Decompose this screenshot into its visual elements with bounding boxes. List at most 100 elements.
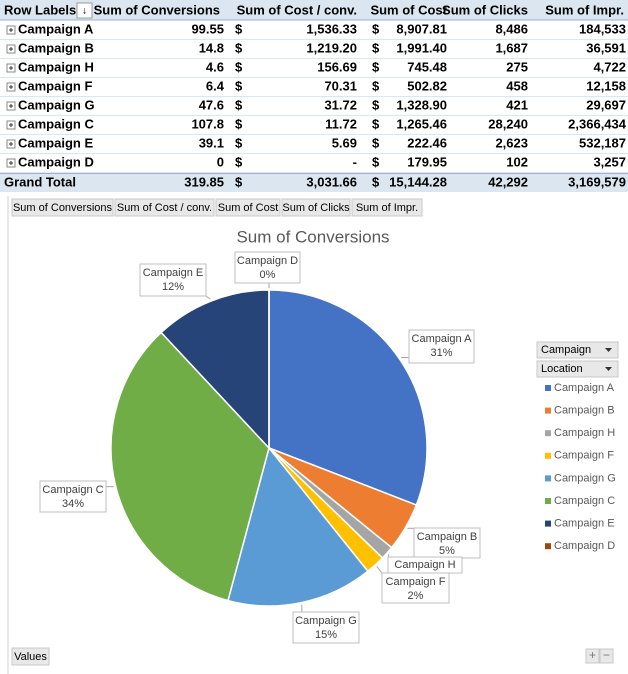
currency: $ [372, 174, 380, 189]
legend-field-label: Location [541, 363, 583, 375]
field-button-label: Sum of Cost / conv. [117, 202, 212, 214]
data-label-box [413, 527, 481, 559]
cell-value: 184,533 [579, 21, 626, 36]
data-label-box [381, 572, 450, 604]
cell-value: 99.55 [191, 21, 224, 36]
dropdown-arrow[interactable] [605, 348, 612, 352]
cell-value: 12,158 [586, 78, 626, 93]
currency: $ [372, 97, 380, 112]
cell-value: 107.8 [191, 116, 224, 131]
cell-value: 8,907.81 [396, 21, 447, 36]
zoom-label: + [589, 648, 596, 662]
currency: $ [372, 135, 380, 150]
currency: $ [372, 21, 380, 36]
field-button-label: Sum of Conversions [13, 202, 113, 214]
data-label-name: Campaign A [412, 333, 473, 345]
cell-value: 421 [506, 97, 528, 112]
field-button[interactable] [114, 198, 215, 217]
pie-slice [227, 446, 369, 607]
currency: $ [235, 59, 243, 74]
legend-field-button[interactable] [536, 341, 619, 359]
legend-swatch [545, 475, 551, 482]
currency: $ [235, 135, 243, 150]
data-label-value: 15% [315, 629, 337, 641]
cell-value: 6.4 [206, 78, 225, 93]
pie-slice [160, 289, 270, 450]
filter-button[interactable] [76, 2, 93, 19]
cell-value: 3,257 [593, 154, 626, 169]
zoom-label: − [603, 648, 610, 662]
column-header: Sum of Clicks [442, 2, 528, 17]
cell-value: 3,031.66 [306, 174, 357, 189]
row-label: Campaign F [18, 78, 92, 93]
row-label: Campaign E [18, 135, 93, 150]
column-header: Sum of Cost / conv. [237, 2, 357, 17]
legend-label: Campaign C [554, 495, 615, 507]
data-label-box [39, 480, 107, 513]
cell-value: 28,240 [488, 116, 528, 131]
cell-value: 1,536.33 [306, 21, 357, 36]
legend-swatch [545, 520, 551, 527]
field-button[interactable] [351, 198, 423, 217]
field-button[interactable] [281, 198, 351, 217]
cell-value: 458 [506, 78, 528, 93]
data-label-value: 34% [62, 498, 84, 510]
cell-value: 70.31 [324, 78, 357, 93]
row-label: Campaign H [18, 59, 94, 74]
data-label-value: 5% [439, 545, 455, 557]
chart-title: Sum of Conversions [236, 227, 389, 246]
legend-field-button[interactable] [536, 360, 619, 378]
column-header: Sum of Impr. [545, 2, 624, 17]
currency: $ [235, 174, 243, 189]
currency: $ [372, 78, 380, 93]
pie-slice [268, 289, 428, 506]
sort-icon: ↓ [82, 6, 87, 17]
cell-value: 179.95 [407, 154, 447, 169]
zoom-button[interactable] [599, 648, 614, 664]
data-label-name: Campaign D [237, 255, 298, 267]
cell-value: 222.46 [407, 135, 447, 150]
field-button-label: Sum of Impr. [356, 202, 418, 214]
axis-field-label: Values [14, 651, 47, 663]
cell-value: 1,265.46 [396, 116, 447, 131]
cell-value: 3,169,579 [568, 174, 626, 189]
data-label-name: Campaign B [417, 531, 478, 543]
cell-value: 319.85 [184, 174, 224, 189]
data-label-value: 0% [260, 269, 276, 281]
dropdown-arrow[interactable] [605, 367, 612, 371]
cell-value: 15,144.28 [389, 174, 447, 189]
cell-value: 275 [506, 59, 528, 74]
field-button-label: Sum of Clicks [282, 202, 350, 214]
field-button[interactable] [215, 198, 281, 217]
total-bg [0, 173, 628, 192]
leader-line [376, 566, 383, 574]
currency: $ [372, 40, 380, 55]
cell-value: 39.1 [199, 135, 224, 150]
legend-label: Campaign H [554, 427, 615, 439]
column-header: Sum of Cost [370, 2, 447, 17]
legend-swatch [545, 543, 551, 550]
row-label: Grand Total [4, 174, 76, 189]
leader-line [205, 295, 211, 300]
pie-slice [110, 331, 270, 602]
axis-field-button[interactable] [11, 647, 50, 666]
data-label-box [139, 263, 207, 297]
field-button-label: Sum of Cost [218, 202, 279, 214]
cell-value: 0 [217, 154, 224, 169]
field-button[interactable] [11, 198, 114, 217]
row-label: Campaign C [18, 116, 94, 131]
legend-swatch [545, 498, 551, 504]
zoom-button[interactable] [585, 648, 600, 664]
data-label-name: Campaign F [386, 576, 446, 588]
legend-swatch [545, 430, 551, 437]
data-label-value: 2% [408, 590, 424, 602]
cell-value: 102 [506, 154, 528, 169]
cell-value: 2,623 [495, 135, 528, 150]
currency: $ [235, 97, 243, 112]
cell-value: 11.72 [325, 116, 357, 131]
cell-value: 2,366,434 [568, 116, 627, 131]
legend-label: Campaign D [554, 540, 615, 552]
cell-value: 8,486 [495, 21, 528, 36]
cell-value: 1,328.90 [396, 97, 447, 112]
